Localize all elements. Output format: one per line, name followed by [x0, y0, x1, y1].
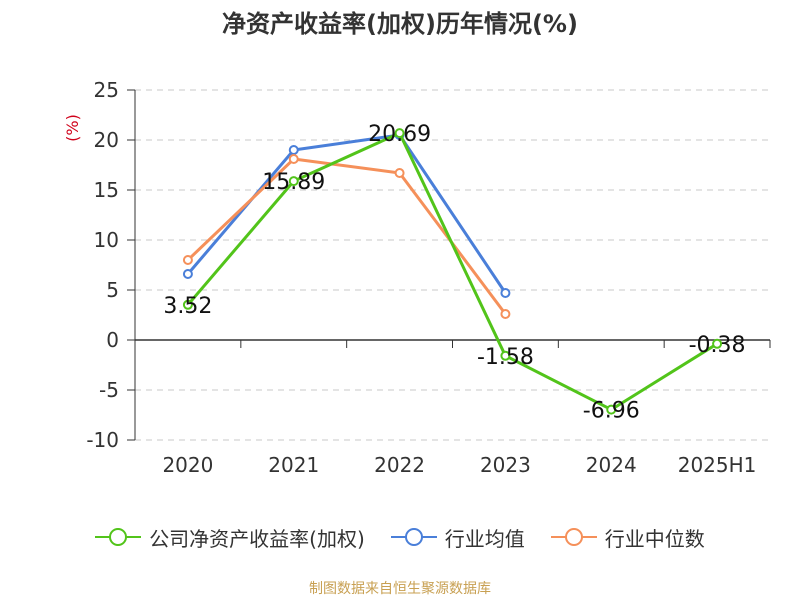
x-tick-label: 2024	[586, 453, 637, 477]
series-point-0	[500, 350, 511, 361]
y-tick-label: 5	[106, 278, 119, 302]
y-tick-label: 20	[94, 128, 119, 152]
series-point-1	[182, 269, 193, 279]
series-point-0	[606, 404, 617, 415]
series-point-2	[288, 154, 299, 164]
legend-line-marker-orange	[550, 528, 597, 546]
x-tick-label: 2020	[162, 453, 213, 477]
y-tick-label: 15	[94, 178, 119, 202]
series-point-0	[288, 176, 299, 187]
series-point-2	[394, 168, 405, 178]
series-point-0	[182, 299, 193, 310]
data-source-note: 制图数据来自恒生聚源数据库	[309, 581, 491, 597]
series-line-0	[186, 131, 718, 412]
y-tick-label: -5	[99, 378, 119, 402]
data-label: 3.52	[163, 294, 212, 319]
legend-label-industry-median: 行业中位数	[604, 526, 705, 551]
y-tick-label: 10	[94, 228, 119, 252]
y-tick-label: 0	[106, 328, 119, 352]
series-point-0	[712, 338, 723, 349]
series-line-2	[186, 157, 507, 315]
grid-layer	[135, 89, 770, 441]
series-point-0	[394, 128, 405, 139]
x-tick-label: 2022	[374, 453, 425, 477]
series-line-1	[186, 133, 507, 294]
legend: 公司净资产收益率(加权) 行业均值 行业中位数	[0, 521, 800, 553]
y-axis-label: (%)	[63, 114, 82, 142]
legend-label-industry-average: 行业均值	[444, 526, 525, 551]
data-label: 15.89	[262, 170, 325, 195]
series-point-1	[288, 145, 299, 155]
series-point-2	[182, 255, 193, 265]
chart-title: 净资产收益率(加权)历年情况(%)	[222, 10, 578, 38]
y-tick-label: 25	[94, 78, 119, 102]
series-point-1	[500, 288, 511, 298]
data-label-layer: 3.52 15.89 20.69 -1.58 -6.96 -0.38	[163, 122, 745, 424]
line-chart: 25 20 15 10 5 0 -5 -10 2020 2021 2022 2023 2024 2025H…	[63, 78, 771, 477]
x-tick-label: 2021	[268, 453, 319, 477]
x-tick-label: 2023	[480, 453, 531, 477]
x-tick-label: 2025H1	[678, 453, 757, 477]
legend-line-marker-blue	[390, 528, 437, 546]
data-label: -0.38	[689, 333, 746, 358]
legend-label-company: 公司净资产收益率(加权)	[149, 526, 365, 551]
legend-item-industry-average[interactable]: 行业均值	[390, 523, 525, 552]
series-point-2	[500, 309, 511, 319]
legend-line-marker-green	[95, 528, 142, 546]
legend-item-company[interactable]: 公司净资产收益率(加权)	[95, 523, 365, 552]
y-tick-label: -10	[86, 428, 119, 452]
data-label: -6.96	[583, 399, 640, 424]
series-layer	[182, 128, 723, 415]
legend-item-industry-median[interactable]: 行业中位数	[550, 523, 705, 552]
data-label: -1.58	[477, 345, 534, 370]
data-label: 20.69	[368, 122, 431, 147]
axis-layer: 25 20 15 10 5 0 -5 -10 2020 2021 2022 2023 2024 2025H…	[63, 78, 771, 477]
